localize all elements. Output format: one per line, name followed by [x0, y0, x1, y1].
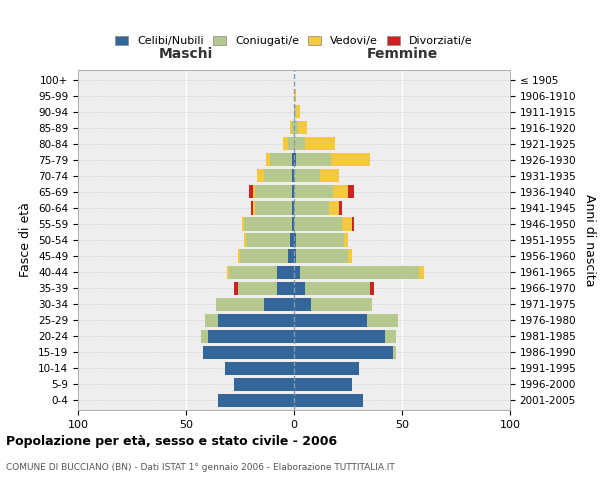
- Bar: [305, 137, 335, 150]
- Bar: [283, 137, 287, 150]
- Bar: [348, 186, 355, 198]
- Text: Maschi: Maschi: [159, 48, 213, 62]
- Bar: [248, 186, 253, 198]
- Bar: [305, 282, 370, 294]
- Bar: [253, 186, 255, 198]
- Bar: [340, 202, 341, 214]
- Bar: [287, 137, 294, 150]
- Text: Popolazione per età, sesso e stato civile - 2006: Popolazione per età, sesso e stato civil…: [6, 435, 337, 448]
- Y-axis label: Fasce di età: Fasce di età: [19, 202, 32, 278]
- Bar: [294, 89, 296, 102]
- Bar: [348, 250, 352, 262]
- Bar: [253, 202, 255, 214]
- Bar: [294, 394, 363, 407]
- Bar: [296, 153, 331, 166]
- Bar: [255, 186, 292, 198]
- Bar: [294, 186, 333, 198]
- Bar: [294, 314, 367, 327]
- Bar: [294, 378, 352, 391]
- Bar: [329, 202, 340, 214]
- Bar: [294, 170, 320, 182]
- Bar: [296, 250, 348, 262]
- Bar: [208, 330, 294, 343]
- Bar: [298, 121, 307, 134]
- Bar: [255, 202, 292, 214]
- Bar: [331, 153, 370, 166]
- Bar: [419, 266, 424, 278]
- Bar: [344, 234, 348, 246]
- Bar: [352, 218, 355, 230]
- Bar: [216, 298, 264, 310]
- Bar: [294, 298, 311, 310]
- Bar: [205, 314, 218, 327]
- Bar: [290, 121, 292, 134]
- Bar: [218, 394, 294, 407]
- Bar: [251, 202, 253, 214]
- Bar: [294, 202, 329, 214]
- Bar: [240, 250, 287, 262]
- Bar: [266, 153, 270, 166]
- Bar: [270, 153, 292, 166]
- Bar: [264, 298, 294, 310]
- Y-axis label: Anni di nascita: Anni di nascita: [583, 194, 596, 286]
- Bar: [292, 186, 294, 198]
- Bar: [296, 234, 344, 246]
- Bar: [294, 218, 341, 230]
- Bar: [296, 105, 301, 118]
- Bar: [244, 218, 292, 230]
- Bar: [201, 330, 208, 343]
- Bar: [311, 298, 372, 310]
- Bar: [301, 266, 419, 278]
- Bar: [238, 282, 277, 294]
- Bar: [233, 282, 238, 294]
- Bar: [233, 378, 294, 391]
- Bar: [292, 121, 294, 134]
- Bar: [238, 250, 240, 262]
- Bar: [370, 282, 374, 294]
- Bar: [292, 202, 294, 214]
- Bar: [287, 250, 294, 262]
- Bar: [385, 330, 395, 343]
- Bar: [247, 234, 290, 246]
- Bar: [257, 170, 264, 182]
- Bar: [294, 121, 298, 134]
- Bar: [203, 346, 294, 359]
- Bar: [264, 170, 292, 182]
- Bar: [294, 153, 296, 166]
- Bar: [292, 153, 294, 166]
- Bar: [218, 314, 294, 327]
- Bar: [225, 362, 294, 375]
- Bar: [294, 346, 394, 359]
- Text: COMUNE DI BUCCIANO (BN) - Dati ISTAT 1° gennaio 2006 - Elaborazione TUTTITALIA.I: COMUNE DI BUCCIANO (BN) - Dati ISTAT 1° …: [6, 462, 395, 471]
- Bar: [294, 137, 305, 150]
- Bar: [292, 170, 294, 182]
- Bar: [294, 282, 305, 294]
- Bar: [242, 218, 244, 230]
- Bar: [227, 266, 229, 278]
- Bar: [277, 266, 294, 278]
- Bar: [367, 314, 398, 327]
- Bar: [294, 266, 301, 278]
- Bar: [333, 186, 348, 198]
- Bar: [394, 346, 395, 359]
- Bar: [292, 218, 294, 230]
- Bar: [341, 218, 352, 230]
- Bar: [294, 250, 296, 262]
- Legend: Celibi/Nubili, Coniugati/e, Vedovi/e, Divorziati/e: Celibi/Nubili, Coniugati/e, Vedovi/e, Di…: [111, 32, 477, 50]
- Bar: [229, 266, 277, 278]
- Bar: [294, 105, 296, 118]
- Bar: [294, 330, 385, 343]
- Bar: [320, 170, 340, 182]
- Bar: [277, 282, 294, 294]
- Bar: [294, 362, 359, 375]
- Bar: [294, 234, 296, 246]
- Text: Femmine: Femmine: [367, 48, 437, 62]
- Bar: [290, 234, 294, 246]
- Bar: [244, 234, 247, 246]
